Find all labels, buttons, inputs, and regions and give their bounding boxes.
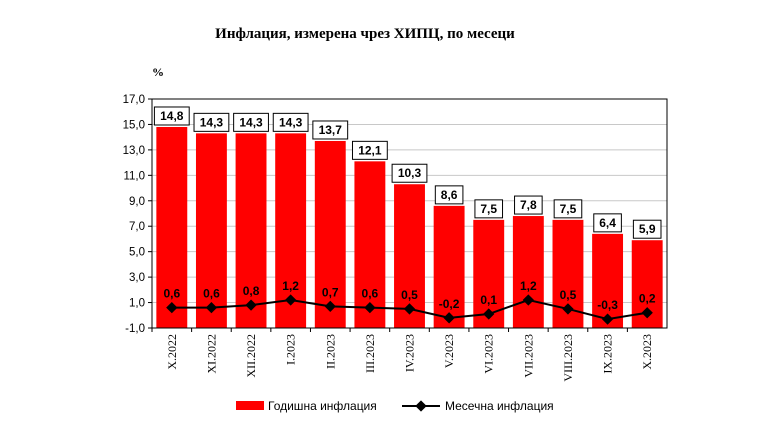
line-point-marker bbox=[562, 303, 574, 315]
bar-label-box bbox=[434, 185, 464, 205]
x-tick-label: VI.2023 bbox=[482, 334, 496, 374]
legend-line-marker bbox=[415, 400, 427, 412]
bar-value-label: 10,3 bbox=[398, 166, 422, 180]
y-tick-label: 9,0 bbox=[129, 196, 145, 208]
bar bbox=[235, 133, 267, 328]
line-value-label: 0,8 bbox=[243, 284, 260, 298]
bars-group bbox=[156, 126, 663, 328]
line-value-label: 1,2 bbox=[282, 279, 299, 293]
bar-value-label: 6,4 bbox=[599, 216, 616, 230]
bar-value-label: 7,8 bbox=[520, 198, 537, 212]
bar-data-labels: 14,8 14,3 14,3 14,3 13,7 12,1 10,3 8,6 7,5 7,8 7,5… bbox=[153, 106, 662, 239]
bar-value-label: 5,9 bbox=[639, 222, 656, 236]
line-value-label: 0,5 bbox=[560, 288, 577, 302]
x-tick-label: VIII.2023 bbox=[561, 334, 575, 382]
bar-label-box bbox=[272, 112, 309, 132]
line-point-marker bbox=[324, 300, 336, 313]
bar-label-box bbox=[553, 199, 583, 219]
x-tick-label: I.2023 bbox=[284, 334, 298, 365]
line-point-marker bbox=[641, 307, 653, 319]
bar bbox=[156, 126, 188, 328]
bar-value-label: 14,3 bbox=[239, 115, 263, 129]
x-tick-label: X.2023 bbox=[640, 334, 654, 370]
line-point-marker bbox=[364, 301, 376, 314]
bar-value-label: 7,5 bbox=[480, 202, 497, 216]
bar-label-box bbox=[632, 219, 662, 239]
x-tick-label: VII.2023 bbox=[521, 334, 535, 378]
bar-value-label: 12,1 bbox=[358, 143, 382, 157]
legend-bar-label: Годишна инфлация bbox=[268, 399, 377, 413]
y-tick-label: 13,0 bbox=[123, 145, 145, 157]
bar-value-label: 7,5 bbox=[560, 202, 577, 216]
bar-label-box bbox=[351, 140, 388, 160]
y-tick-label: 3,0 bbox=[129, 272, 145, 284]
line-value-label: 0,7 bbox=[322, 285, 339, 299]
y-tick-label: 5,0 bbox=[129, 247, 145, 259]
plot-frame bbox=[151, 98, 668, 329]
line-value-label: -0,3 bbox=[597, 298, 618, 312]
bar-label-box bbox=[514, 195, 543, 215]
bar-label-box bbox=[391, 163, 428, 183]
line-value-label: 0,1 bbox=[480, 293, 497, 307]
line-value-label: 0,6 bbox=[163, 287, 180, 301]
x-tick-label: IX.2023 bbox=[601, 334, 615, 374]
line-point-marker bbox=[284, 294, 297, 306]
bar bbox=[195, 133, 227, 328]
line-value-label: -0,2 bbox=[439, 297, 460, 311]
line-series: 0,6 0,6 0,8 1,2 0,7 0,6 0,5 -0,2 0,1 1,2 0,5 -0,3 0,… bbox=[163, 279, 656, 325]
x-tick-label: II.2023 bbox=[323, 334, 337, 369]
bar-value-label: 14,8 bbox=[160, 109, 184, 123]
y-tick-label: 17,0 bbox=[123, 94, 145, 106]
x-tick-label: XI.2022 bbox=[204, 334, 218, 374]
line-value-label: 0,2 bbox=[639, 292, 656, 306]
line-value-label: 0,5 bbox=[401, 288, 418, 302]
line-point-marker bbox=[403, 303, 416, 315]
line-point-marker bbox=[245, 299, 257, 311]
y-tick-label: 15,0 bbox=[123, 119, 145, 131]
bar bbox=[354, 161, 386, 328]
line-point-marker bbox=[205, 301, 218, 314]
line-value-label: 0,6 bbox=[362, 287, 379, 301]
x-tick-labels: X.2022 XI.2022 XII.2022 I.2023 II.2023 III.20… bbox=[165, 334, 654, 382]
chart-title: Инфлация, измерена чрез ХИПЦ, по месеци bbox=[215, 26, 515, 42]
y-tick-label: -1,0 bbox=[125, 323, 145, 335]
line-point-marker bbox=[601, 313, 614, 325]
bar-label-box bbox=[474, 199, 504, 219]
line-point-marker bbox=[443, 312, 455, 324]
y-tick-labels: 17,0 15,0 13,0 11,0 9,0 7,0 5,0 3,0 1,0 -1,0 bbox=[123, 94, 145, 335]
bar-value-label: 8,6 bbox=[441, 188, 458, 202]
bar-value-label: 13,7 bbox=[319, 123, 343, 137]
x-tick-label: IV.2023 bbox=[403, 334, 417, 372]
bar-label-box bbox=[593, 213, 622, 233]
bar bbox=[314, 140, 346, 328]
bar bbox=[512, 216, 544, 328]
x-tick-label: XII.2022 bbox=[244, 334, 258, 378]
line-value-label: 0,6 bbox=[203, 287, 220, 301]
x-tick-label: V.2023 bbox=[442, 334, 456, 368]
legend-bar-swatch bbox=[236, 401, 264, 410]
axes bbox=[148, 98, 668, 332]
bar-value-label: 14,3 bbox=[200, 115, 224, 129]
bar-label-box bbox=[153, 106, 190, 126]
bar bbox=[592, 233, 624, 328]
x-tick-label: X.2022 bbox=[165, 334, 179, 370]
x-tick-label: III.2023 bbox=[363, 334, 377, 373]
line-point-marker bbox=[483, 308, 495, 320]
legend-line-label: Месечна инфлация bbox=[445, 399, 554, 413]
y-tick-label: 7,0 bbox=[129, 221, 145, 233]
y-tick-label: 11,0 bbox=[123, 170, 145, 182]
bar-value-label: 14,3 bbox=[279, 115, 303, 129]
bar bbox=[433, 205, 465, 328]
legend: Годишна инфлация Месечна инфлация bbox=[236, 399, 554, 413]
bar-label-box bbox=[233, 112, 269, 132]
bar-label-box bbox=[312, 120, 349, 140]
bar-label-box bbox=[193, 112, 230, 132]
y-axis-unit: % bbox=[152, 65, 164, 79]
y-tick-label: 1,0 bbox=[129, 298, 145, 310]
line-value-label: 1,2 bbox=[520, 279, 537, 293]
line-point-marker bbox=[522, 294, 535, 306]
line-point-marker bbox=[166, 301, 178, 314]
